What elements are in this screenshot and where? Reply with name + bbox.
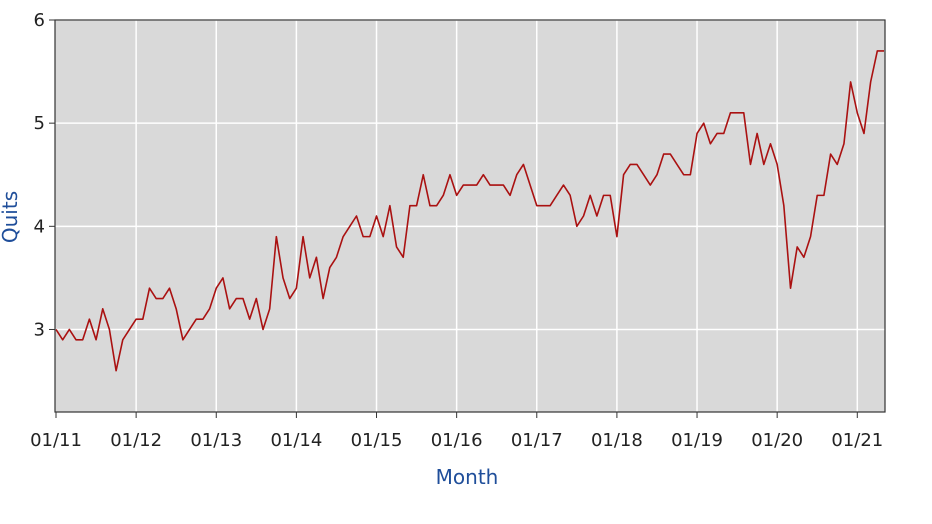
x-tick-label: 01/17 [511, 430, 563, 451]
x-axis-ticks: 01/11 01/12 01/13 01/14 01/15 01/16 01/17 01/18… [30, 412, 883, 451]
series-line-quits [55, 50, 884, 372]
gridlines [55, 19, 885, 412]
x-tick-label: 01/15 [351, 430, 403, 451]
x-tick-label: 01/12 [110, 430, 162, 451]
x-tick-label: 01/14 [270, 430, 322, 451]
y-axis-ticks: 3 4 5 6 [34, 10, 55, 340]
x-axis-title: Month [436, 465, 499, 489]
x-tick-label: 01/11 [30, 430, 82, 451]
x-tick-label: 01/13 [190, 430, 242, 451]
y-tick-label: 3 [34, 319, 45, 340]
x-tick-label: 01/19 [671, 430, 723, 451]
x-tick-label: 01/18 [591, 430, 643, 451]
plot-frame [54, 19, 886, 413]
x-tick-label: 01/20 [751, 430, 803, 451]
plot-area [55, 20, 885, 412]
x-tick-label: 01/16 [431, 430, 483, 451]
x-tick-label: 01/21 [831, 430, 883, 451]
y-axis-title: Quits [0, 191, 22, 243]
y-tick-label: 4 [34, 216, 45, 237]
y-tick-label: 6 [34, 10, 45, 31]
y-tick-label: 5 [34, 113, 45, 134]
